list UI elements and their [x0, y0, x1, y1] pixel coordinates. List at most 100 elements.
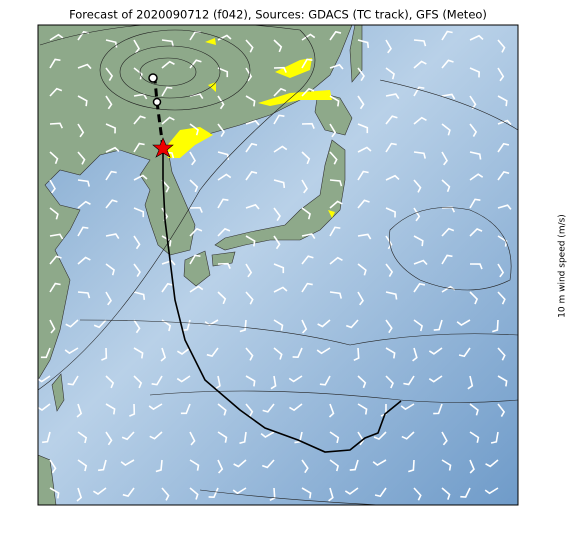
wind-barb [484, 487, 499, 495]
wind-barb [176, 347, 191, 355]
wind-barb [316, 347, 331, 355]
wind-barb [408, 459, 415, 473]
wind-barb [345, 319, 359, 329]
wind-barb [385, 319, 393, 334]
wind-barb [77, 200, 91, 209]
wind-barb [245, 403, 254, 417]
wind-barb [133, 207, 145, 218]
wind-barb [105, 95, 113, 110]
wind-barb [329, 63, 344, 70]
wind-barb [42, 431, 51, 444]
wind-barb [101, 347, 108, 361]
wind-barb [245, 95, 256, 107]
wind-barb [301, 87, 315, 97]
wind-barb [357, 39, 370, 49]
wind-barb [357, 67, 365, 82]
wind-barb [413, 39, 427, 47]
wind-barb [217, 262, 231, 269]
wind-barb [38, 375, 51, 383]
wind-barb [273, 319, 284, 331]
wind-barb [49, 179, 56, 194]
isobars [38, 25, 518, 505]
wind-barb [441, 459, 452, 471]
wind-barb [161, 39, 175, 47]
wind-barb [497, 171, 510, 181]
wind-barb [301, 33, 316, 41]
wind-barb [97, 459, 107, 472]
wind-barb [133, 375, 143, 389]
wind-barb [492, 319, 499, 333]
wind-barb [497, 119, 512, 126]
wind-barb [349, 459, 359, 471]
wind-barb [441, 431, 448, 446]
wind-barb [273, 87, 287, 97]
wind-barb [245, 347, 254, 361]
wind-barb [357, 403, 368, 415]
wind-barb [385, 39, 392, 54]
wind-barb [441, 487, 451, 500]
wind-barb [245, 263, 253, 278]
land [38, 25, 363, 505]
wind-barb [262, 403, 275, 413]
wind-barb [456, 319, 471, 327]
wind-barb [232, 487, 247, 495]
wind-barb [77, 256, 91, 265]
wind-barb [270, 375, 277, 390]
wind-barb [469, 123, 478, 137]
wind-barb [329, 200, 343, 209]
wind-barb [49, 459, 57, 474]
wind-barb [77, 95, 88, 107]
wind-barb [385, 375, 394, 389]
wind-barb [385, 67, 395, 80]
wind-barb [77, 291, 91, 299]
wind-barb [441, 123, 451, 136]
wind-barb [105, 233, 120, 240]
wind-barb [149, 431, 163, 440]
wind-barb [160, 347, 167, 362]
wind-barb [49, 33, 64, 41]
wind-barb [317, 319, 331, 328]
wind-barb [49, 207, 59, 220]
wind-barb [469, 263, 483, 270]
wind-barb [49, 233, 64, 240]
wind-barb [217, 151, 230, 160]
wind-barb [319, 375, 331, 386]
wind-barb [385, 93, 400, 99]
wind-barb [413, 487, 422, 501]
wind-barb [497, 235, 508, 247]
wind-barb [301, 487, 312, 499]
wind-barb [357, 199, 370, 209]
wind-barb [301, 122, 315, 129]
wind-barb [189, 431, 196, 446]
wind-barb [217, 227, 231, 237]
title: Forecast of 2020090712 (f042), Sources: … [69, 8, 487, 22]
wind-barb [301, 151, 311, 165]
wind-barb [161, 86, 173, 97]
wind-barb [245, 119, 260, 126]
wind-barb [245, 67, 253, 82]
wind-barb [385, 347, 396, 359]
wind-barb [441, 254, 453, 265]
wind-barb [189, 227, 203, 237]
wind-barb [189, 59, 202, 69]
wind-barb [105, 123, 116, 134]
wind-barb [329, 431, 340, 444]
wind-barb [133, 39, 140, 54]
wind-barb [292, 347, 303, 358]
wind-barb [133, 115, 146, 125]
wind-barb [77, 63, 92, 70]
wind-barb [401, 431, 415, 440]
wind-barb [245, 170, 258, 181]
wind-barb [105, 199, 118, 209]
wind-barb [49, 255, 62, 265]
wind-barb [497, 403, 506, 417]
wind-barb [497, 291, 506, 305]
wind-barb [133, 263, 141, 278]
wind-barb [469, 459, 475, 474]
wind-barb [413, 259, 428, 266]
wind-barb [77, 459, 88, 472]
wind-barb [217, 95, 225, 110]
wind-barb [217, 403, 227, 416]
wind-barb [161, 259, 176, 266]
